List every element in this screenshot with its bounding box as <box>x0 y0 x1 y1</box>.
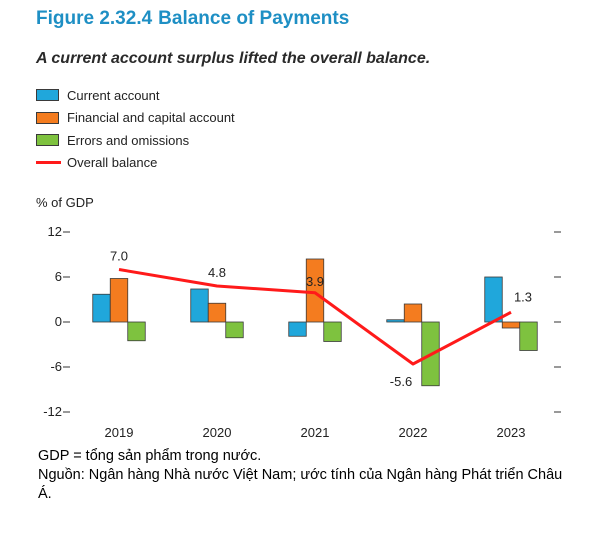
legend-swatch-overall-balance <box>36 161 61 165</box>
footnote-gdp: GDP = tổng sản phẩm trong nước. <box>38 448 262 464</box>
figure-title: Figure 2.32.4 Balance of Payments <box>36 8 349 30</box>
legend-swatch-financial-capital-account <box>36 111 59 124</box>
legend-item-overall-balance: Overall balance <box>36 152 235 175</box>
chart-area: % of GDP -12 -6 0 6 12 7.0 4.8 3.9 -5.6 1.3 2019 202… <box>36 195 561 440</box>
bar-current-account-2023 <box>484 276 503 323</box>
footnote-source: Nguồn: Ngân hàng Nhà nước Việt Nam; ước … <box>38 467 563 502</box>
bar-financial-capital-account-2023 <box>501 321 521 329</box>
figure-title-text: Balance of Payments <box>158 8 350 29</box>
overall-balance-line <box>118 268 512 366</box>
legend-label-errors-omissions: Errors and omissions <box>67 132 190 148</box>
y-axis-title: % of GDP <box>36 195 94 210</box>
x-tick-label-2021: 2021 <box>301 425 330 440</box>
bar-current-account-2019 <box>92 293 111 323</box>
bar-financial-capital-account-2019 <box>109 278 129 323</box>
legend-item-current-account: Current account <box>36 84 235 107</box>
y-tick-label: 0 <box>55 314 62 329</box>
bar-financial-capital-account-2021 <box>305 258 325 323</box>
overall-balance-label-2023: 1.3 <box>514 289 532 304</box>
bar-errors-omissions-2019 <box>127 321 146 342</box>
overall-balance-label-2022: -5.6 <box>390 374 412 389</box>
chart-legend: Current account Financial and capital acc… <box>36 84 235 174</box>
x-tick-label-2019: 2019 <box>105 425 134 440</box>
legend-label-financial-capital-account: Financial and capital account <box>67 110 235 126</box>
bar-errors-omissions-2023 <box>519 321 538 351</box>
legend-item-errors-omissions: Errors and omissions <box>36 129 235 152</box>
y-tick-label: -12 <box>43 404 62 419</box>
figure-label: Figure 2.32.4 <box>36 8 153 29</box>
overall-balance-label-2020: 4.8 <box>208 265 226 280</box>
x-tick-label-2020: 2020 <box>203 425 232 440</box>
bar-financial-capital-account-2022 <box>403 303 423 323</box>
legend-item-financial-capital-account: Financial and capital account <box>36 107 235 130</box>
legend-label-overall-balance: Overall balance <box>67 155 158 171</box>
bar-errors-omissions-2021 <box>323 321 342 342</box>
overall-balance-label-2019: 7.0 <box>110 249 128 264</box>
bar-current-account-2020 <box>190 288 209 323</box>
y-tick-label: 12 <box>48 224 62 239</box>
bar-financial-capital-account-2020 <box>207 302 227 323</box>
bar-current-account-2022 <box>386 319 405 323</box>
bar-errors-omissions-2020 <box>225 321 244 339</box>
y-tick-label: -6 <box>50 359 62 374</box>
bar-current-account-2021 <box>288 321 307 337</box>
y-tick-label: 6 <box>55 269 62 284</box>
figure-subtitle: A current account surplus lifted the ove… <box>36 50 431 67</box>
legend-swatch-current-account <box>36 89 59 102</box>
footnotes: GDP = tổng sản phẩm trong nước. Nguồn: N… <box>38 447 578 504</box>
overall-balance-label-2021: 3.9 <box>306 274 324 289</box>
legend-label-current-account: Current account <box>67 87 160 103</box>
legend-swatch-errors-omissions <box>36 134 59 147</box>
x-tick-label-2023: 2023 <box>497 425 526 440</box>
x-tick-label-2022: 2022 <box>399 425 428 440</box>
